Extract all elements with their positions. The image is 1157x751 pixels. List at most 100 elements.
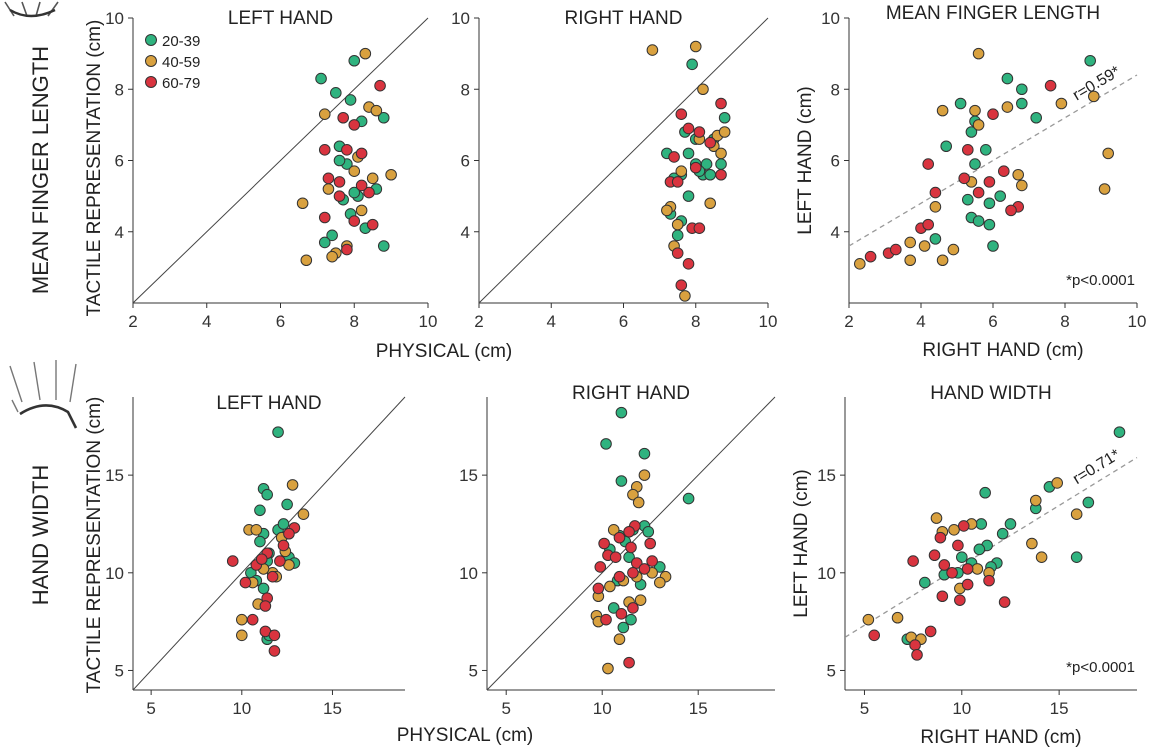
- panel-title: HAND WIDTH: [930, 383, 1051, 404]
- data-point-20-39: [996, 527, 1009, 540]
- identity-line: [133, 396, 406, 690]
- y-axis-label: LEFT HAND (cm): [795, 86, 816, 234]
- data-point-60-79: [318, 144, 331, 156]
- data-point-60-79: [715, 168, 727, 181]
- data-point-20-39: [315, 72, 327, 85]
- data-point-20-39: [1016, 83, 1028, 96]
- panel-title: LEFT HAND: [216, 393, 321, 414]
- data-point-20-39: [348, 54, 361, 67]
- data-point-60-79: [348, 119, 361, 131]
- data-point-40-59: [971, 563, 984, 575]
- data-point-20-39: [983, 218, 996, 231]
- legend-marker-40-59: [145, 55, 157, 67]
- data-point-40-59: [704, 197, 717, 210]
- data-point-20-39: [1070, 551, 1083, 563]
- data-point-20-39: [1082, 496, 1095, 509]
- data-point-60-79: [668, 151, 680, 163]
- data-point-40-59: [638, 469, 651, 481]
- y-tick-label: 8: [115, 80, 124, 99]
- data-point-40-59: [697, 83, 709, 96]
- data-point-20-39: [980, 144, 992, 156]
- data-point-20-39: [975, 518, 988, 530]
- data-point-60-79: [929, 186, 942, 199]
- x-tick-label: 6: [619, 312, 628, 331]
- x-tick-label: 10: [232, 699, 251, 718]
- data-point-60-79: [644, 537, 657, 550]
- data-point-20-39: [987, 240, 999, 252]
- x-tick-label: 4: [547, 312, 556, 331]
- data-point-40-59: [936, 254, 949, 267]
- legend-marker-20-39: [145, 34, 157, 46]
- data-point-60-79: [907, 555, 919, 567]
- x-tick-label: 6: [988, 312, 997, 331]
- data-point-60-79: [348, 215, 361, 227]
- y-tick-label: 10: [817, 564, 836, 583]
- x-tick-label: 10: [419, 312, 438, 331]
- data-point-40-59: [602, 662, 614, 675]
- data-point-40-59: [297, 508, 310, 521]
- data-point-20-39: [965, 126, 978, 138]
- panels: 2 4 6 8 10 4 6 8 10 LEFT HAND 2 4 6 8 10 4 6 8 10 RIGHT HAN…: [105, 3, 1146, 748]
- data-point-20-39: [929, 233, 942, 245]
- data-point-60-79: [613, 531, 626, 544]
- data-point-40-59: [1102, 147, 1114, 160]
- data-point-40-59: [1098, 183, 1111, 195]
- data-point-20-39: [962, 193, 974, 206]
- data-point-60-79: [952, 539, 964, 552]
- plot-area: [133, 17, 429, 303]
- data-point-40-59: [661, 204, 673, 217]
- correlation-annotation: r=0.71*: [1070, 446, 1123, 488]
- data-point-60-79: [627, 567, 639, 579]
- data-point-60-79: [613, 570, 626, 583]
- panel-title: MEAN FINGER LENGTH: [886, 3, 1100, 24]
- x-tick-label: 4: [202, 312, 211, 331]
- data-point-40-59: [654, 576, 666, 589]
- row-label-hand-width: HAND WIDTH: [28, 465, 53, 606]
- data-point-60-79: [961, 578, 974, 591]
- data-point-60-79: [318, 211, 331, 224]
- data-point-60-79: [333, 190, 346, 202]
- data-point-60-79: [337, 111, 349, 124]
- data-point-40-59: [607, 524, 620, 536]
- data-point-40-59: [930, 512, 943, 524]
- data-point-60-79: [922, 158, 935, 170]
- data-point-40-59: [904, 236, 917, 249]
- data-point-60-79: [355, 179, 368, 192]
- data-point-60-79: [957, 520, 970, 532]
- data-point-60-79: [609, 551, 622, 563]
- data-point-40-59: [1026, 537, 1038, 550]
- data-point-20-39: [277, 518, 290, 530]
- y-tick-label: 5: [115, 661, 124, 680]
- data-point-40-59: [918, 240, 931, 252]
- panel-title: RIGHT HAND: [565, 8, 683, 29]
- data-point-20-39: [654, 561, 666, 573]
- data-point-40-59: [1088, 90, 1100, 103]
- x-tick-label: 10: [952, 699, 971, 718]
- data-point-20-39: [333, 154, 346, 167]
- data-point-60-79: [600, 613, 612, 626]
- data-point-60-79: [924, 625, 937, 638]
- data-point-60-79: [983, 176, 996, 188]
- data-point-20-39: [1030, 111, 1042, 124]
- data-point-40-59: [348, 165, 361, 177]
- data-point-20-39: [638, 447, 651, 460]
- plot-area: [479, 17, 769, 303]
- data-point-60-79: [962, 144, 974, 156]
- data-point-60-79: [998, 165, 1010, 177]
- y-tick-label: 10: [459, 564, 478, 583]
- data-point-40-59: [718, 126, 731, 138]
- data-point-40-59: [646, 44, 659, 56]
- data-point-40-59: [355, 204, 368, 217]
- data-point-60-79: [1005, 204, 1017, 217]
- data-point-60-79: [268, 629, 281, 642]
- data-point-20-39: [642, 525, 655, 538]
- data-point-60-79: [704, 136, 717, 149]
- x-tick-label: 10: [759, 312, 778, 331]
- data-point-60-79: [625, 541, 637, 554]
- y-tick-label: 4: [115, 223, 124, 242]
- data-point-20-39: [330, 87, 342, 99]
- data-point-40-59: [613, 633, 626, 646]
- data-point-20-39: [257, 582, 270, 595]
- x-tick-label: 15: [1050, 699, 1069, 718]
- data-point-40-59: [1029, 494, 1042, 507]
